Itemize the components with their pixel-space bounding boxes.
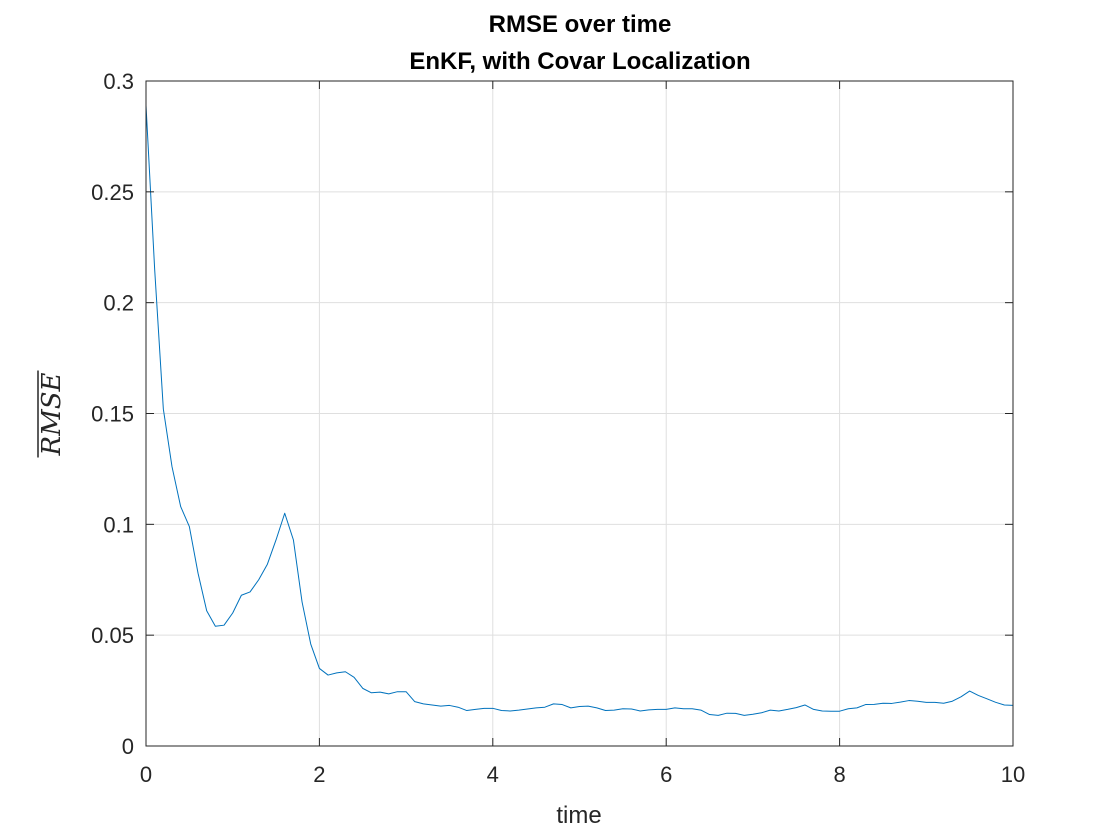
chart-title: RMSE over time EnKF, with Covar Localiza…	[409, 11, 750, 75]
x-tick-label: 8	[833, 762, 845, 787]
y-tick-label: 0	[122, 734, 134, 759]
x-tick-label: 4	[487, 762, 499, 787]
x-axis-tick-labels: 0 2 4 6 8 10	[140, 762, 1025, 787]
x-axis-label: time	[556, 802, 601, 829]
y-axis-tick-labels: 0 0.05 0.1 0.15 0.2 0.25 0.3	[91, 69, 134, 759]
x-tick-label: 10	[1001, 762, 1025, 787]
x-tick-label: 0	[140, 762, 152, 787]
chart-title-line-1: RMSE over time	[489, 11, 672, 38]
chart-title-line-2: EnKF, with Covar Localization	[409, 48, 750, 75]
y-tick-label: 0.25	[91, 180, 134, 205]
rmse-series-line	[145, 105, 1014, 716]
y-tick-label: 0.3	[103, 69, 134, 94]
x-tick-label: 6	[660, 762, 672, 787]
y-tick-label: 0.2	[103, 291, 134, 316]
y-tick-label: 0.05	[91, 623, 134, 648]
x-tick-label: 2	[313, 762, 325, 787]
y-tick-label: 0.15	[91, 402, 134, 427]
series-layer	[145, 105, 1014, 716]
y-axis-label: RMSE	[37, 370, 67, 458]
y-tick-label: 0.1	[103, 512, 134, 537]
grid-lines	[146, 81, 1013, 746]
y-axis-label-text: RMSE	[37, 372, 67, 456]
tick-marks	[145, 80, 1014, 747]
